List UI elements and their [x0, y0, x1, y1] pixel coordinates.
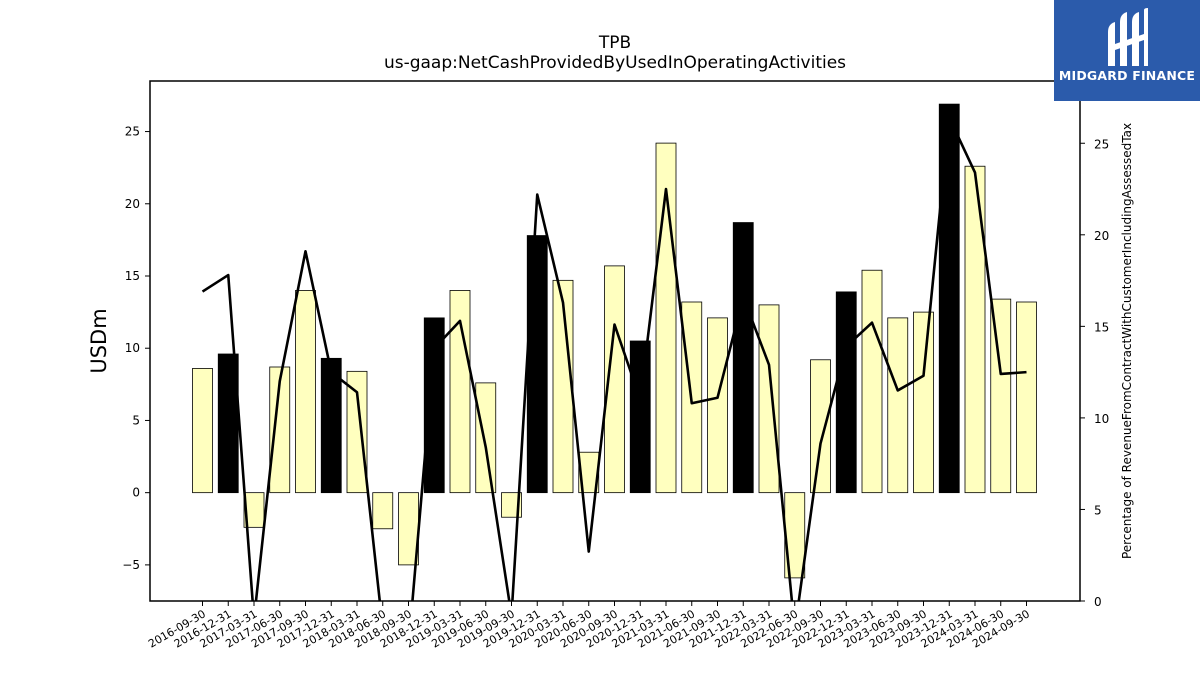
bar-2020-12-31 — [629, 340, 651, 494]
bar-2016-09-30 — [192, 368, 213, 494]
bar-2021-09-30 — [707, 317, 728, 494]
y2-tick-label: 0 — [1094, 595, 1102, 609]
bar-2024-09-30 — [1016, 301, 1037, 494]
bar-2018-12-31 — [423, 317, 445, 494]
y-tick-label: 25 — [125, 125, 140, 139]
brand-logo: MIDGARD FINANCE — [1054, 0, 1200, 101]
brand-name: MIDGARD FINANCE — [1058, 68, 1196, 83]
bar-2017-09-30 — [295, 290, 316, 494]
bar-2023-09-30 — [913, 311, 934, 494]
y2-tick-label: 5 — [1094, 503, 1102, 517]
bar-2022-03-31 — [758, 304, 780, 494]
bar-2023-06-30 — [887, 317, 909, 494]
y-tick-label: −5 — [122, 558, 140, 572]
bar-2019-06-30 — [475, 382, 497, 494]
bar-2024-03-31 — [964, 165, 986, 494]
y-tick-label: 10 — [125, 341, 140, 355]
y-axis-label: USDm — [87, 308, 111, 373]
line-series — [201, 116, 1027, 601]
y-tick-label: 5 — [132, 413, 140, 427]
y-axis-right: 0 5 10 15 20 25 — [1080, 137, 1109, 609]
bar-2018-06-30 — [372, 492, 394, 530]
bar-2018-03-31 — [346, 370, 368, 494]
y2-tick-label: 15 — [1094, 320, 1109, 334]
bar-2020-03-31 — [552, 279, 574, 494]
y2-tick-label: 10 — [1094, 412, 1109, 426]
bar-2019-09-30 — [501, 492, 522, 518]
y2-tick-label: 20 — [1094, 229, 1109, 243]
bar-2024-06-30 — [990, 298, 1012, 494]
y-axis-left: −5 0 5 10 15 20 25 — [122, 125, 150, 572]
bar-2020-09-30 — [604, 265, 625, 494]
bar-2017-06-30 — [269, 366, 291, 494]
bar-2023-12-31 — [938, 103, 960, 494]
y-tick-label: 20 — [125, 197, 140, 211]
bar-2022-12-31 — [835, 291, 857, 494]
x-axis: 2016-09-302016-12-312017-03-312017-06-30… — [146, 601, 1032, 651]
y2-axis-label: Percentage of RevenueFromContractWithCus… — [1120, 123, 1134, 559]
bar-2017-12-31 — [320, 357, 342, 494]
bar-2022-09-30 — [810, 359, 831, 494]
bar-2019-12-31 — [526, 235, 548, 494]
midgard-logo-icon — [1108, 8, 1148, 66]
bar-series — [192, 103, 1037, 579]
line-path — [201, 116, 1027, 601]
y-tick-label: 15 — [125, 269, 140, 283]
y-tick-label: 0 — [132, 486, 140, 500]
bar-2023-03-31 — [861, 269, 883, 494]
bar-2021-12-31 — [732, 222, 754, 494]
y2-tick-label: 25 — [1094, 137, 1109, 151]
chart-title: TPB — [598, 33, 631, 53]
bar-2017-03-31 — [243, 492, 265, 528]
chart-subtitle: us-gaap:NetCashProvidedByUsedInOperating… — [384, 53, 846, 73]
